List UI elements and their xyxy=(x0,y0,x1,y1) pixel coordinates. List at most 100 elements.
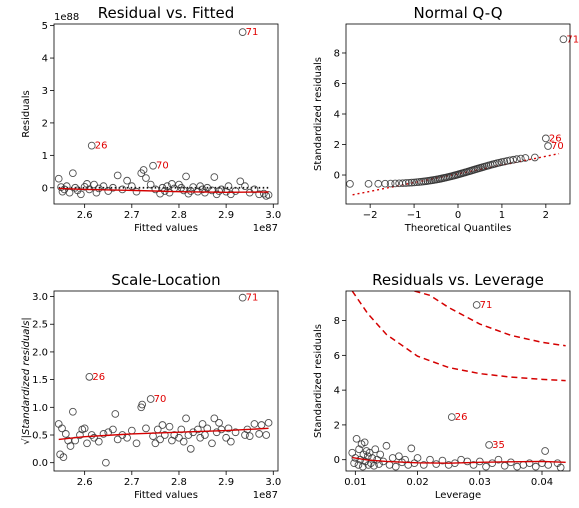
data-point xyxy=(494,455,503,464)
x-tick-label: 1 xyxy=(499,210,505,221)
data-point xyxy=(469,461,478,469)
data-point xyxy=(407,178,416,187)
x-tick-label: 2.7 xyxy=(124,210,140,221)
data-point xyxy=(132,439,141,448)
data-point xyxy=(111,410,120,418)
x-tick-label: −1 xyxy=(407,210,422,221)
x-tick-label: 3.0 xyxy=(265,477,281,488)
data-point xyxy=(374,179,383,188)
data-point xyxy=(156,435,164,444)
data-point xyxy=(398,179,407,188)
data-point xyxy=(146,180,155,189)
axes-frame xyxy=(345,290,571,472)
data-point xyxy=(139,166,148,174)
y-tick-label: 1.0 xyxy=(32,403,48,414)
fit-line xyxy=(352,456,566,464)
data-point xyxy=(99,430,108,438)
data-point xyxy=(184,189,193,198)
data-point xyxy=(260,189,268,198)
data-point xyxy=(226,437,235,446)
outlier-label: 71 xyxy=(246,293,259,304)
data-point xyxy=(142,424,150,433)
outlier-label: 70 xyxy=(551,141,564,152)
outlier-label: 71 xyxy=(246,27,259,38)
data-point xyxy=(66,442,75,450)
outlier-label: 35 xyxy=(492,440,505,451)
cooks-distance-curve xyxy=(351,291,566,382)
data-point xyxy=(485,441,493,449)
data-point xyxy=(255,430,263,438)
y-tick-label: 4 xyxy=(334,110,340,121)
y-tick-label: 2 xyxy=(334,420,340,431)
panel-p4: Residuals vs. Leverage 0.01 0.02 0.03 0.04 0 2… xyxy=(313,271,571,501)
data-point xyxy=(250,420,259,428)
data-point xyxy=(388,454,397,462)
y-tick-label: 8 xyxy=(334,48,340,59)
data-point xyxy=(69,169,77,178)
x-axis-label: Leverage xyxy=(435,490,481,501)
x-tick-label: 2.6 xyxy=(77,210,93,221)
data-point xyxy=(364,179,373,188)
data-point xyxy=(193,425,202,434)
data-point xyxy=(224,182,233,191)
fit-line xyxy=(58,427,269,441)
data-point xyxy=(559,35,568,44)
outlier-label: 26 xyxy=(549,133,562,144)
data-point xyxy=(146,395,155,403)
panel-p3: Scale-Location 2.6 2.7 2.8 2.9 3.0 0.0 0.5 1.0 1.… xyxy=(21,271,281,501)
data-point xyxy=(488,459,497,468)
data-point xyxy=(231,187,240,195)
data-point xyxy=(368,454,376,462)
y-tick-label: 0 xyxy=(42,183,48,194)
chart-title: Normal Q-Q xyxy=(413,4,502,22)
data-point xyxy=(350,459,358,468)
data-point xyxy=(59,453,68,462)
y-tick-label: 0 xyxy=(334,171,340,182)
data-point xyxy=(165,188,174,197)
y-tick-label: 0.0 xyxy=(32,458,48,469)
data-point xyxy=(402,179,410,187)
y-tick-label: 3 xyxy=(42,86,48,97)
data-point xyxy=(426,455,434,464)
data-point xyxy=(447,413,456,421)
data-point xyxy=(391,462,400,471)
data-point xyxy=(475,457,484,466)
x-tick-label: 0.03 xyxy=(469,477,491,488)
data-point xyxy=(102,458,110,467)
data-point xyxy=(255,190,263,199)
x-tick-label: 0.01 xyxy=(344,477,366,488)
data-point xyxy=(376,450,385,459)
data-point xyxy=(198,420,207,428)
data-point xyxy=(77,190,85,199)
data-point xyxy=(109,183,117,192)
y-tick-label: 1 xyxy=(42,151,48,162)
data-point xyxy=(395,452,403,461)
data-point xyxy=(463,457,472,466)
data-point xyxy=(531,153,539,162)
outlier-label: 71 xyxy=(480,300,493,311)
data-point xyxy=(516,154,525,163)
data-point xyxy=(123,176,131,185)
x-tick-label: 0 xyxy=(455,210,461,221)
data-point xyxy=(382,441,391,450)
data-point xyxy=(509,155,518,164)
fit-line xyxy=(58,187,269,194)
data-point xyxy=(346,180,354,188)
data-point xyxy=(413,454,422,462)
plot-area xyxy=(54,293,273,467)
data-point xyxy=(90,433,98,442)
data-point xyxy=(158,421,167,429)
data-point xyxy=(142,174,150,182)
data-point xyxy=(500,461,509,470)
x-tick-label: 0.04 xyxy=(531,477,553,488)
data-point xyxy=(364,461,373,469)
data-point xyxy=(238,28,247,36)
y-tick-label: 2 xyxy=(42,118,48,129)
data-point xyxy=(541,447,549,455)
outlier-label: 70 xyxy=(154,394,167,405)
data-point xyxy=(149,161,157,170)
axes-frame xyxy=(345,23,571,205)
data-point xyxy=(354,461,363,469)
data-point xyxy=(264,418,273,427)
